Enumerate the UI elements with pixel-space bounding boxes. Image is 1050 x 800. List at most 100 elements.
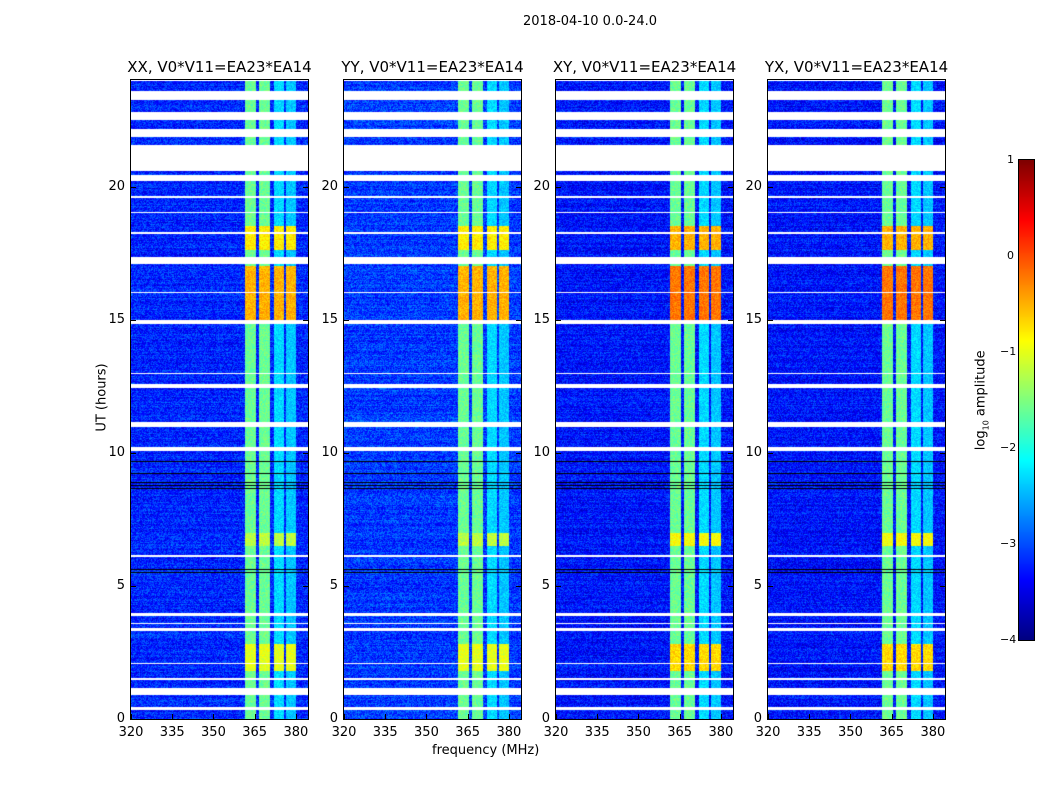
y-tick-mark xyxy=(344,452,349,454)
y-tick-mark xyxy=(940,585,945,587)
y-tick-label: 0 xyxy=(116,711,125,726)
x-tick-label: 350 xyxy=(201,725,226,740)
colorbar-label: log10 amplitude xyxy=(973,350,991,451)
x-tick-label: 350 xyxy=(626,725,651,740)
x-tick-label: 365 xyxy=(242,725,268,740)
figure-title: 2018-04-10 0.0-24.0 xyxy=(523,14,657,29)
y-tick-mark xyxy=(556,719,561,720)
y-tick-mark xyxy=(516,186,521,188)
colorbar-tick-label: −2 xyxy=(1000,441,1017,454)
x-tick-label: 320 xyxy=(755,725,781,740)
y-tick-mark xyxy=(344,186,349,188)
panel-0: XX, V0*V11=EA23*EA14 320 335 350 365 380 0 5 10 1… xyxy=(108,58,311,740)
x-tick-mark xyxy=(932,714,934,719)
x-tick-label: 365 xyxy=(667,725,693,740)
y-tick-mark xyxy=(131,452,136,454)
x-tick-label: 380 xyxy=(496,725,522,740)
y-tick-mark xyxy=(556,186,561,188)
x-tick-mark xyxy=(638,714,640,719)
y-tick-mark xyxy=(728,186,733,188)
y-tick-label: 0 xyxy=(541,711,550,726)
y-tick-label: 15 xyxy=(745,311,762,327)
panel-3: YX, V0*V11=EA23*EA14 320 335 350 365 380 0 5 10 1… xyxy=(745,58,948,740)
y-tick-label: 15 xyxy=(533,311,550,327)
y-tick-label: 20 xyxy=(321,178,338,194)
y-tick-mark xyxy=(556,319,561,321)
y-tick-mark xyxy=(131,319,136,321)
colorbar-tick-label: −3 xyxy=(1000,537,1017,550)
x-tick-label: 380 xyxy=(708,725,734,740)
y-tick-mark xyxy=(303,452,308,454)
colorbar xyxy=(1018,159,1035,641)
y-tick-mark xyxy=(303,186,308,188)
x-tick-mark xyxy=(213,714,215,719)
panel-title: XY, V0*V11=EA23*EA14 xyxy=(552,58,737,76)
x-tick-label: 380 xyxy=(920,725,946,740)
x-tick-mark xyxy=(131,714,132,719)
y-tick-mark xyxy=(768,585,773,587)
x-tick-mark xyxy=(344,714,345,719)
y-tick-mark xyxy=(303,585,308,587)
panel-1: YY, V0*V11=EA23*EA14 320 335 350 365 380 0 5 10 1… xyxy=(321,58,523,740)
y-tick-label: 20 xyxy=(108,178,125,194)
y-tick-label: 20 xyxy=(533,178,550,194)
x-tick-mark xyxy=(254,714,256,719)
y-tick-label: 5 xyxy=(116,577,125,593)
colorbar-tick-label: 0 xyxy=(1007,249,1014,262)
x-tick-mark xyxy=(295,714,297,719)
y-tick-mark xyxy=(516,319,521,321)
y-tick-mark xyxy=(556,452,561,454)
panel-title: YY, V0*V11=EA23*EA14 xyxy=(341,58,524,76)
x-tick-label: 320 xyxy=(118,725,144,740)
panel-title: XX, V0*V11=EA23*EA14 xyxy=(127,58,312,76)
x-tick-label: 335 xyxy=(159,725,185,740)
x-tick-label: 350 xyxy=(414,725,439,740)
y-tick-mark xyxy=(768,452,773,454)
y-tick-mark xyxy=(940,452,945,454)
x-tick-label: 320 xyxy=(331,725,357,740)
x-tick-mark xyxy=(597,714,599,719)
x-axis-label: frequency (MHz) xyxy=(432,743,540,758)
y-tick-label: 15 xyxy=(321,311,338,327)
y-tick-mark xyxy=(131,719,136,720)
heatmap-image xyxy=(343,79,522,720)
y-tick-mark xyxy=(131,585,136,587)
x-tick-mark xyxy=(891,714,893,719)
x-tick-mark xyxy=(467,714,469,719)
y-tick-label: 15 xyxy=(108,311,125,327)
x-tick-label: 380 xyxy=(283,725,309,740)
x-tick-mark xyxy=(556,714,557,719)
y-tick-mark xyxy=(940,719,945,720)
y-tick-mark xyxy=(556,585,561,587)
y-tick-label: 0 xyxy=(753,711,762,726)
y-tick-mark xyxy=(516,452,521,454)
y-tick-label: 10 xyxy=(745,444,762,460)
x-tick-label: 335 xyxy=(584,725,610,740)
x-tick-label: 365 xyxy=(455,725,481,740)
x-tick-label: 335 xyxy=(372,725,398,740)
y-tick-mark xyxy=(516,719,521,720)
y-tick-mark xyxy=(728,319,733,321)
y-tick-label: 5 xyxy=(753,577,762,593)
y-tick-mark xyxy=(344,719,349,720)
y-tick-label: 0 xyxy=(329,711,338,726)
y-tick-label: 10 xyxy=(321,444,338,460)
heatmap-image xyxy=(767,79,946,720)
y-tick-label: 5 xyxy=(329,577,338,593)
y-tick-mark xyxy=(728,719,733,720)
x-tick-mark xyxy=(850,714,852,719)
y-tick-mark xyxy=(768,186,773,188)
y-tick-mark xyxy=(303,719,308,720)
y-tick-mark xyxy=(344,319,349,321)
y-tick-label: 10 xyxy=(533,444,550,460)
heatmap-image xyxy=(130,79,309,720)
x-tick-mark xyxy=(768,714,769,719)
colorbar-tick-label: −1 xyxy=(1000,345,1017,358)
colorbar-tick-label: −4 xyxy=(1000,633,1017,646)
x-tick-label: 320 xyxy=(543,725,569,740)
y-tick-label: 5 xyxy=(541,577,550,593)
x-tick-mark xyxy=(809,714,811,719)
y-tick-label: 10 xyxy=(108,444,125,460)
panel-title: YX, V0*V11=EA23*EA14 xyxy=(764,58,949,76)
